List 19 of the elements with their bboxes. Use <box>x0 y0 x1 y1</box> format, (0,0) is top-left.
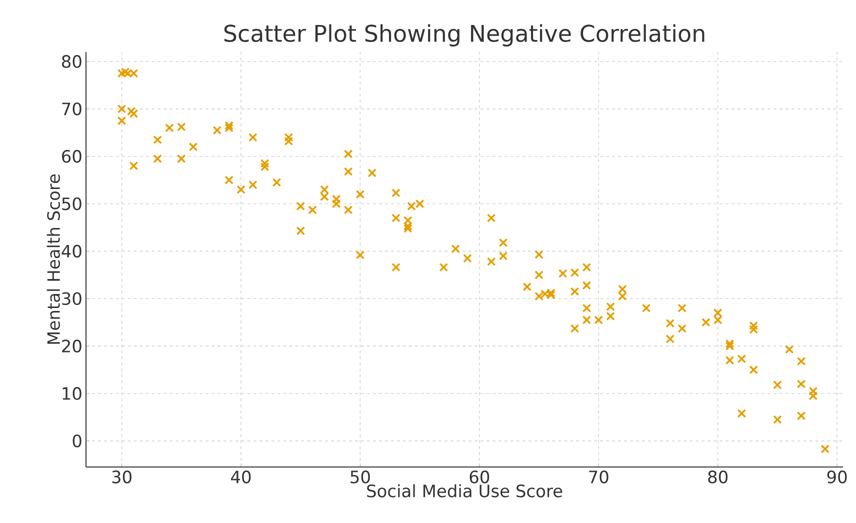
y-tick-label: 0 <box>72 434 82 448</box>
y-tick-label: 60 <box>62 150 82 163</box>
x-tick-label: 40 <box>230 470 251 484</box>
x-tick-label: 30 <box>112 470 132 484</box>
x-tick-label: 80 <box>708 470 728 484</box>
x-axis-title: Social Media Use Score <box>367 484 562 498</box>
y-tick-label: 10 <box>62 387 82 400</box>
x-tick-label: 50 <box>350 470 370 484</box>
x-tick-label: 60 <box>470 470 490 484</box>
y-tick-label: 40 <box>62 244 82 258</box>
y-tick-label: 50 <box>62 197 82 210</box>
chart-title: Scatter Plot Showing Negative Correlation <box>224 24 704 46</box>
y-tick-label: 30 <box>62 292 82 306</box>
y-axis-title: Mental Health Score <box>46 174 60 344</box>
y-tick-label: 80 <box>62 55 82 68</box>
y-tick-label: 20 <box>62 340 82 352</box>
x-tick-label: 90 <box>827 470 847 484</box>
y-tick-label: 70 <box>62 102 82 116</box>
x-tick-label: 70 <box>589 470 608 484</box>
